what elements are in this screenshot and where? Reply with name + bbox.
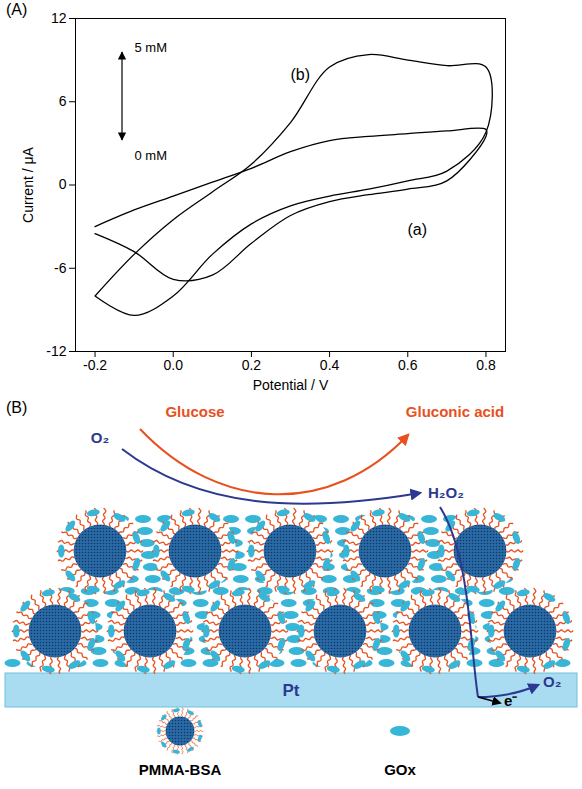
svg-text:Potential / V: Potential / V — [253, 377, 329, 393]
svg-text:e⁻: e⁻ — [504, 692, 517, 709]
svg-text:O₂: O₂ — [91, 429, 109, 446]
svg-text:12: 12 — [51, 10, 67, 26]
svg-text:(b): (b) — [291, 66, 311, 83]
svg-text:-0.2: -0.2 — [83, 357, 107, 373]
svg-text:6: 6 — [59, 93, 67, 109]
svg-text:GOx: GOx — [384, 761, 416, 778]
svg-text:0: 0 — [59, 176, 67, 192]
svg-text:0.0: 0.0 — [163, 357, 183, 373]
svg-text:Pt: Pt — [283, 681, 300, 700]
svg-text:0 mM: 0 mM — [135, 148, 168, 163]
svg-text:-12: -12 — [46, 343, 66, 359]
svg-text:(a): (a) — [408, 221, 428, 238]
svg-text:-6: -6 — [54, 260, 67, 276]
svg-text:0.6: 0.6 — [398, 357, 418, 373]
svg-text:0.8: 0.8 — [476, 357, 496, 373]
svg-text:(B): (B) — [6, 399, 27, 416]
svg-text:5 mM: 5 mM — [135, 40, 168, 55]
svg-text:Glucose: Glucose — [165, 403, 224, 420]
svg-text:Gluconic acid: Gluconic acid — [406, 403, 504, 420]
svg-text:PMMA-BSA: PMMA-BSA — [139, 761, 222, 778]
html-text:(A): (A) — [6, 1, 28, 18]
svg-text:0.4: 0.4 — [320, 357, 340, 373]
svg-text:H₂O₂: H₂O₂ — [428, 484, 464, 501]
svg-text:O₂: O₂ — [543, 673, 561, 690]
svg-text:0.2: 0.2 — [242, 357, 262, 373]
svg-text:Current / μA: Current / μA — [20, 146, 36, 222]
